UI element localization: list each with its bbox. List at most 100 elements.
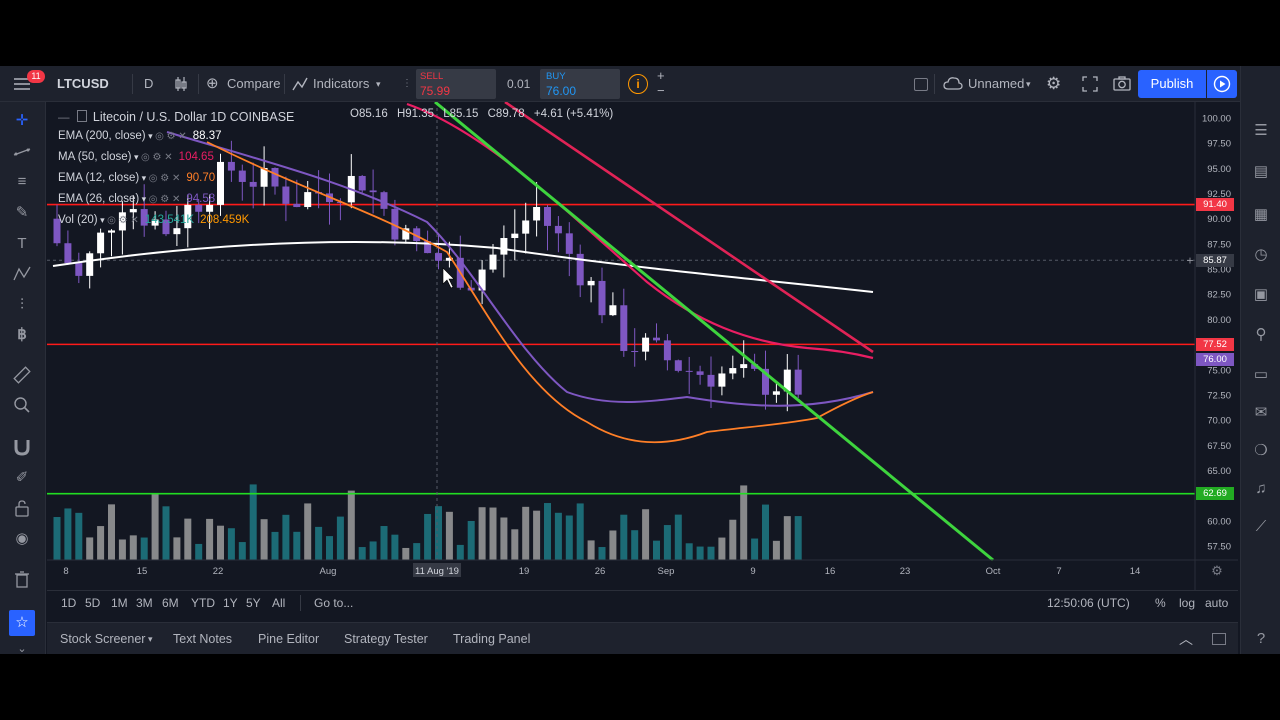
plus-icon[interactable]: + (657, 68, 665, 83)
indicator-legend-row[interactable]: EMA (26, close) ▾ ◎ ⚙ ✕ 94.58 (58, 193, 215, 205)
buy-button[interactable]: BUY 76.00 (540, 69, 620, 99)
zoom-icon[interactable] (11, 394, 33, 416)
crosshair-plus-icon[interactable]: + (1186, 253, 1193, 267)
favorites-star-icon[interactable]: ☆ (9, 610, 35, 636)
drag-handle-icon[interactable]: ⋮⋮ (402, 78, 422, 89)
expand-panel-icon[interactable]: ︿ (1179, 631, 1193, 647)
horizontal-lines-icon[interactable]: ≡ (17, 173, 27, 190)
range-button-1d[interactable]: 1D (61, 596, 77, 610)
log-toggle[interactable]: log (1179, 596, 1196, 610)
range-button-5y[interactable]: 5Y (246, 596, 261, 610)
magnet-icon[interactable] (11, 436, 33, 458)
bitcoin-icon[interactable]: ฿ (17, 326, 27, 343)
range-button-1y[interactable]: 1Y (223, 596, 238, 610)
alarm-clock-icon[interactable]: ◷ (1254, 246, 1268, 263)
watchlist-icon[interactable]: ☰ (1254, 122, 1268, 139)
ema-200-line[interactable] (52, 240, 874, 293)
indicators-icon[interactable] (292, 66, 308, 102)
tab-stock-screener[interactable]: Stock Screener (60, 632, 146, 646)
price-axis-tag[interactable]: 62.69 (1196, 487, 1234, 501)
news-icon[interactable]: ▤ (1253, 163, 1269, 180)
ema-12-line[interactable] (206, 141, 874, 444)
price-axis-tag[interactable]: 76.00 (1196, 353, 1234, 367)
screener-chevron-icon[interactable]: ▾ (148, 634, 153, 644)
ema-26-line[interactable] (166, 131, 874, 407)
tab-trading-panel[interactable]: Trading Panel (453, 632, 531, 646)
indicator-actions-icon[interactable]: ◎ ⚙ ✕ (155, 131, 187, 142)
interval-button[interactable]: D (144, 76, 154, 91)
help-icon[interactable]: ? (1256, 630, 1266, 647)
text-icon[interactable]: T (17, 235, 27, 252)
bell-icon[interactable]: ♫ (1255, 480, 1267, 497)
indicator-legend-row[interactable]: EMA (200, close) ▾ ◎ ⚙ ✕ 88.37 (58, 130, 222, 142)
price-axis-tag[interactable]: 77.52 (1196, 337, 1234, 351)
ruler-icon[interactable] (11, 364, 33, 386)
indicator-legend-row[interactable]: Vol (20) ▾ ◎ ⚙ ✕ 143.541K 208.459K (58, 214, 249, 226)
tab-text-notes[interactable]: Text Notes (173, 632, 233, 646)
window-icon[interactable] (914, 78, 928, 91)
chart-pane[interactable]: + 100.00 97.50 95.00 92.50 90.00 87.50 85.00 82… (47, 100, 1238, 590)
fullscreen-icon[interactable] (1081, 66, 1101, 102)
indicator-actions-icon[interactable]: ◎ ⚙ ✕ (141, 152, 173, 163)
range-button-all[interactable]: All (272, 596, 286, 610)
indicator-chevron-icon[interactable]: ▾ (97, 215, 108, 225)
ideas-icon[interactable]: ❍ (1254, 442, 1268, 459)
price-axis-tag[interactable]: 85.87 (1196, 253, 1234, 267)
depth-icon[interactable]: ⟋ (1255, 518, 1267, 535)
hotlist-icon[interactable]: ⚲ (1255, 326, 1267, 343)
indicator-actions-icon[interactable]: ◎ ⚙ ✕ (148, 173, 181, 184)
green-trend-line[interactable] (434, 100, 994, 562)
indicator-actions-icon[interactable]: ◎ ⚙ ✕ (148, 194, 181, 205)
pattern-icon[interactable] (11, 263, 33, 285)
indicator-chevron-icon[interactable]: ▾ (145, 131, 156, 141)
price-chart[interactable]: + 100.0097.5095.0092.5090.0087.5085.0082… (47, 100, 1238, 590)
cloud-icon[interactable] (943, 66, 963, 102)
layout-name[interactable]: Unnamed (968, 76, 1025, 91)
range-button-5d[interactable]: 5D (85, 596, 101, 610)
trash-icon[interactable] (11, 568, 33, 590)
data-window-icon[interactable]: ▦ (1253, 206, 1269, 223)
indicator-legend-row[interactable]: EMA (12, close) ▾ ◎ ⚙ ✕ 90.70 (58, 172, 215, 184)
messages-icon[interactable]: ✉ (1254, 404, 1268, 421)
axis-settings-icon[interactable]: ⚙ (1211, 563, 1223, 578)
layout-chevron-icon[interactable]: ▾ (1026, 79, 1031, 89)
trend-line-icon[interactable] (11, 141, 33, 163)
minus-icon[interactable]: − (657, 83, 665, 98)
utc-clock[interactable]: 12:50:06 (UTC) (1047, 596, 1130, 610)
indicators-button[interactable]: Indicators (313, 76, 370, 91)
lock-icon[interactable] (11, 497, 33, 519)
crosshair-icon[interactable]: ✛ (15, 112, 29, 129)
eye-icon[interactable]: ◉ (15, 530, 29, 547)
calendar-icon[interactable]: ▣ (1253, 286, 1269, 303)
symbol-legend[interactable]: — Litecoin / U.S. Dollar 1D COINBASE (58, 110, 294, 124)
range-button-1m[interactable]: 1M (111, 596, 128, 610)
compare-button[interactable]: Compare (227, 76, 281, 91)
range-button-6m[interactable]: 6M (162, 596, 179, 610)
auto-toggle[interactable]: auto (1205, 596, 1229, 610)
maximize-panel-icon[interactable] (1212, 633, 1226, 645)
gear-icon[interactable]: ⚙ (1046, 74, 1062, 93)
chat-icon[interactable]: ▭ (1253, 366, 1269, 383)
indicator-actions-icon[interactable]: ◎ ⚙ ✕ (107, 215, 139, 226)
publish-button[interactable]: Publish (1138, 70, 1206, 98)
templates-chevron-icon[interactable]: ▾ (376, 79, 381, 89)
range-button-3m[interactable]: 3M (136, 596, 153, 610)
collapse-chevron-icon[interactable]: ⌄ (17, 643, 27, 654)
camera-icon[interactable] (1112, 66, 1132, 102)
tab-strategy-tester[interactable]: Strategy Tester (344, 632, 428, 646)
indicator-chevron-icon[interactable]: ▾ (139, 173, 149, 183)
collapse-legend-icon[interactable]: — (58, 112, 70, 124)
indicator-legend-row[interactable]: MA (50, close) ▾ ◎ ⚙ ✕ 104.65 (58, 151, 214, 163)
publish-play-button[interactable] (1207, 70, 1237, 98)
info-icon[interactable]: i (628, 74, 648, 94)
tab-pine-editor[interactable]: Pine Editor (258, 632, 320, 646)
indicator-chevron-icon[interactable]: ▾ (131, 152, 142, 162)
price-axis-tag[interactable]: 91.40 (1196, 198, 1234, 212)
add-icon[interactable]: ⊕ (206, 75, 219, 92)
ma-50-line[interactable] (406, 102, 874, 360)
indicator-chevron-icon[interactable]: ▾ (139, 194, 149, 204)
brush-icon[interactable]: ✎ (15, 204, 29, 221)
stay-drawing-icon[interactable]: ✐ (15, 469, 29, 486)
percent-toggle[interactable]: % (1155, 596, 1166, 610)
sell-button[interactable]: SELL 75.99 (416, 69, 496, 99)
